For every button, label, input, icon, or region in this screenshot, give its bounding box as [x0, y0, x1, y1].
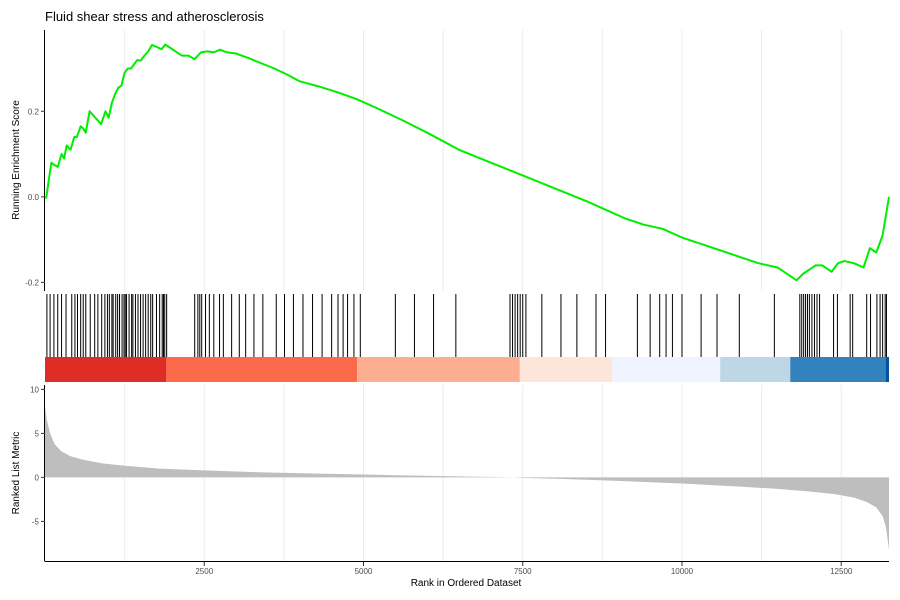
x-ticks: 2500 5000 7500 10000 12500	[195, 562, 853, 576]
metric-tick-label: 5	[35, 429, 40, 438]
heatmap-band	[790, 357, 886, 382]
heatmap-band	[519, 357, 612, 382]
metric-tick-label: -5	[32, 517, 40, 526]
es-y-ticks: -0.2 0.0 0.2	[25, 107, 45, 287]
metric-y-axis-label: Ranked List Metric	[11, 432, 22, 515]
metric-y-ticks: -5 0 5 10	[30, 385, 45, 526]
heatmap-band	[357, 357, 520, 382]
es-tick-label: 0.2	[28, 107, 40, 116]
metric-tick-label: 0	[35, 473, 40, 482]
x-tick-label: 2500	[195, 567, 213, 576]
es-y-axis-label: Running Enrichment Score	[11, 100, 22, 220]
metric-tick-label: 10	[30, 385, 39, 394]
heatmap-band	[45, 357, 167, 382]
x-tick-label: 12500	[830, 567, 853, 576]
es-tick-label: -0.2	[25, 278, 39, 287]
heatmap-band	[611, 357, 721, 382]
x-tick-label: 7500	[514, 567, 532, 576]
heatmap-band	[720, 357, 791, 382]
x-tick-label: 10000	[671, 567, 694, 576]
enrichment-score-line	[44, 43, 890, 282]
heatmap-band	[166, 357, 358, 382]
chart-title: Fluid shear stress and atherosclerosis	[45, 9, 264, 24]
x-tick-label: 5000	[355, 567, 373, 576]
es-tick-label: 0.0	[28, 193, 40, 202]
ranked-metric-area	[45, 407, 889, 550]
heatmap-band	[885, 357, 889, 382]
x-axis-label: Rank in Ordered Dataset	[411, 578, 522, 589]
rank-heatmap-bar	[45, 357, 889, 382]
